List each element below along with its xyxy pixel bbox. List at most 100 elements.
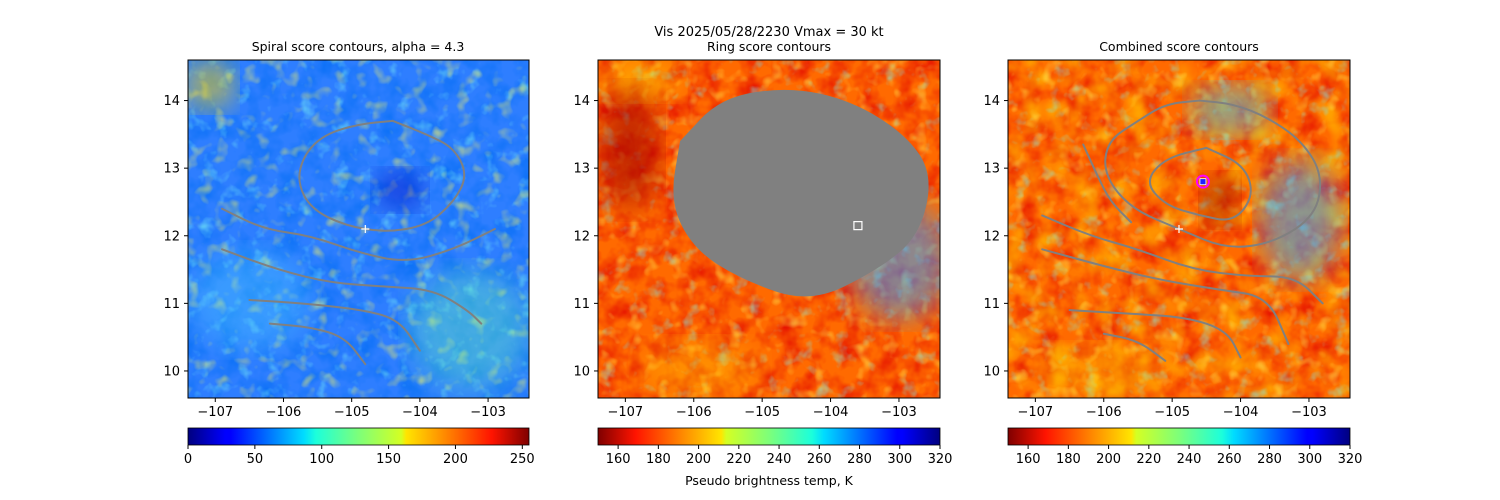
x-tick-label: −105: [334, 405, 370, 420]
panel-title: Spiral score contours, alpha = 4.3: [252, 39, 465, 54]
y-tick-label: 10: [573, 364, 590, 379]
contour-line: [1082, 143, 1133, 224]
y-axis: 10 11 12 13 14: [163, 94, 188, 379]
contour-line: [221, 248, 483, 325]
y-tick-label: 14: [983, 94, 1000, 109]
heatmap-ring: [598, 60, 940, 398]
x-tick-label: −103: [470, 405, 506, 420]
colorbar-tick-label: 160: [1016, 452, 1041, 467]
contour-line: [248, 298, 421, 352]
colorbar-tick-label: 240: [1177, 452, 1202, 467]
colorbar-tick-label: 100: [309, 452, 334, 467]
y-tick-label: 14: [573, 94, 590, 109]
axes-frame: [187, 59, 530, 399]
markers: [1175, 174, 1210, 233]
colorbar-tick-label: 220: [1136, 452, 1161, 467]
x-tick-label: −103: [1291, 405, 1327, 420]
x-tick-label: −104: [813, 405, 849, 420]
x-tick-label: −104: [402, 405, 438, 420]
center-plus-marker: [361, 225, 370, 233]
panel-spiral-score: Spiral score contours, alpha = 4.3 −107−…: [163, 39, 534, 467]
panel-title: Combined score contours: [1099, 39, 1259, 54]
axes-frame: [1007, 59, 1351, 399]
contour-lines: [1041, 99, 1324, 362]
panel-ring-score: Ring score contours −107 −106 −105 −104 −103…: [573, 39, 952, 488]
y-tick-label: 10: [163, 364, 180, 379]
y-tick-label: 11: [573, 297, 590, 312]
y-tick-label: 12: [983, 229, 1000, 244]
colorbar-ticks: 160 180 200 220 240 260 280 300 320: [606, 445, 953, 467]
colorbar-tick-label: 0: [184, 452, 192, 467]
colorbar-tick-label: 320: [928, 452, 953, 467]
colorbar: [597, 427, 941, 446]
colorbar-tick-label: 200: [443, 452, 468, 467]
colorbar-tick-label: 160: [606, 452, 631, 467]
colorbar-tick-label: 280: [1257, 452, 1282, 467]
colorbar-tick-label: 220: [726, 452, 751, 467]
contour-line: [268, 322, 367, 366]
colorbar-tick-label: 320: [1338, 452, 1363, 467]
colorbar-tick-label: 200: [686, 452, 711, 467]
y-tick-label: 14: [163, 94, 180, 109]
markers: [853, 221, 863, 231]
colorbar: [187, 427, 530, 446]
x-axis: −107 −106 −105 −104 −103: [608, 398, 917, 420]
colorbar: [1007, 427, 1351, 446]
x-tick-label: −107: [1018, 405, 1054, 420]
colorbar-ticks: 0 50 100 150 200 250: [184, 445, 535, 467]
contour-line: [1104, 99, 1322, 248]
x-tick-label: −105: [744, 405, 780, 420]
contour-line: [1148, 146, 1252, 221]
colorbar-tick-label: 180: [646, 452, 671, 467]
y-tick-label: 10: [983, 364, 1000, 379]
y-tick-label: 11: [163, 297, 180, 312]
x-tick-label: −103: [881, 405, 917, 420]
contour-line: [1041, 214, 1324, 305]
colorbar-tick-label: 180: [1056, 452, 1081, 467]
colorbar-tick-label: 200: [1096, 452, 1121, 467]
y-tick-label: 12: [573, 229, 590, 244]
y-tick-label: 11: [983, 297, 1000, 312]
x-axis: −107 −106 −105 −104 −103: [1018, 398, 1327, 420]
y-axis: 10 11 12 13 14: [983, 94, 1008, 379]
x-tick-label: −105: [1154, 405, 1190, 420]
y-tick-label: 13: [573, 162, 590, 177]
figure-suptitle: Vis 2025/05/28/2230 Vmax = 30 kt: [654, 25, 883, 40]
center-plus-marker: [1175, 225, 1183, 233]
x-tick-label: −106: [1086, 405, 1122, 420]
colorbar-tick-label: 300: [1297, 452, 1322, 467]
panel-combined-score: Combined score contours −107 −106 −105 −104…: [983, 39, 1362, 467]
markers: [361, 225, 370, 233]
colorbar-ticks: 160 180 200 220 240 260 280 300 320: [1016, 445, 1363, 467]
colorbar-tick-label: 280: [847, 452, 872, 467]
colorbar-tick-label: 260: [807, 452, 832, 467]
colorbar-tick-label: 250: [510, 452, 535, 467]
x-tick-label: −106: [676, 405, 712, 420]
x-tick-label: −107: [608, 405, 644, 420]
colorbar-tick-label: 300: [887, 452, 912, 467]
contour-line: [1068, 309, 1242, 359]
ring-score-region: [673, 89, 929, 297]
colorbar-tick-label: 260: [1217, 452, 1242, 467]
colorbar-tick-label: 150: [376, 452, 401, 467]
best-fit-center-marker: [1199, 178, 1207, 186]
heatmap-spiral: [188, 60, 529, 398]
x-axis: −107 −106 −105 −104 −103: [197, 398, 506, 420]
y-axis: 10 11 12 13 14: [573, 94, 598, 379]
y-tick-label: 13: [983, 162, 1000, 177]
colorbar-tick-label: 50: [247, 452, 264, 467]
x-tick-label: −107: [197, 405, 233, 420]
axes-frame: [597, 59, 941, 399]
best-fit-circle-marker: [1195, 174, 1210, 189]
contour-line: [1102, 332, 1167, 362]
contour-line: [298, 119, 466, 232]
contour-line: [1041, 248, 1290, 345]
contour-line: [221, 207, 496, 261]
y-tick-label: 13: [163, 162, 180, 177]
ring-center-square-marker: [853, 221, 863, 231]
panel-title: Ring score contours: [707, 39, 831, 54]
colorbar-tick-label: 240: [767, 452, 792, 467]
contour-lines: [221, 119, 496, 366]
x-tick-label: −106: [266, 405, 302, 420]
colorbar-label: Pseudo brightness temp, K: [685, 473, 854, 488]
